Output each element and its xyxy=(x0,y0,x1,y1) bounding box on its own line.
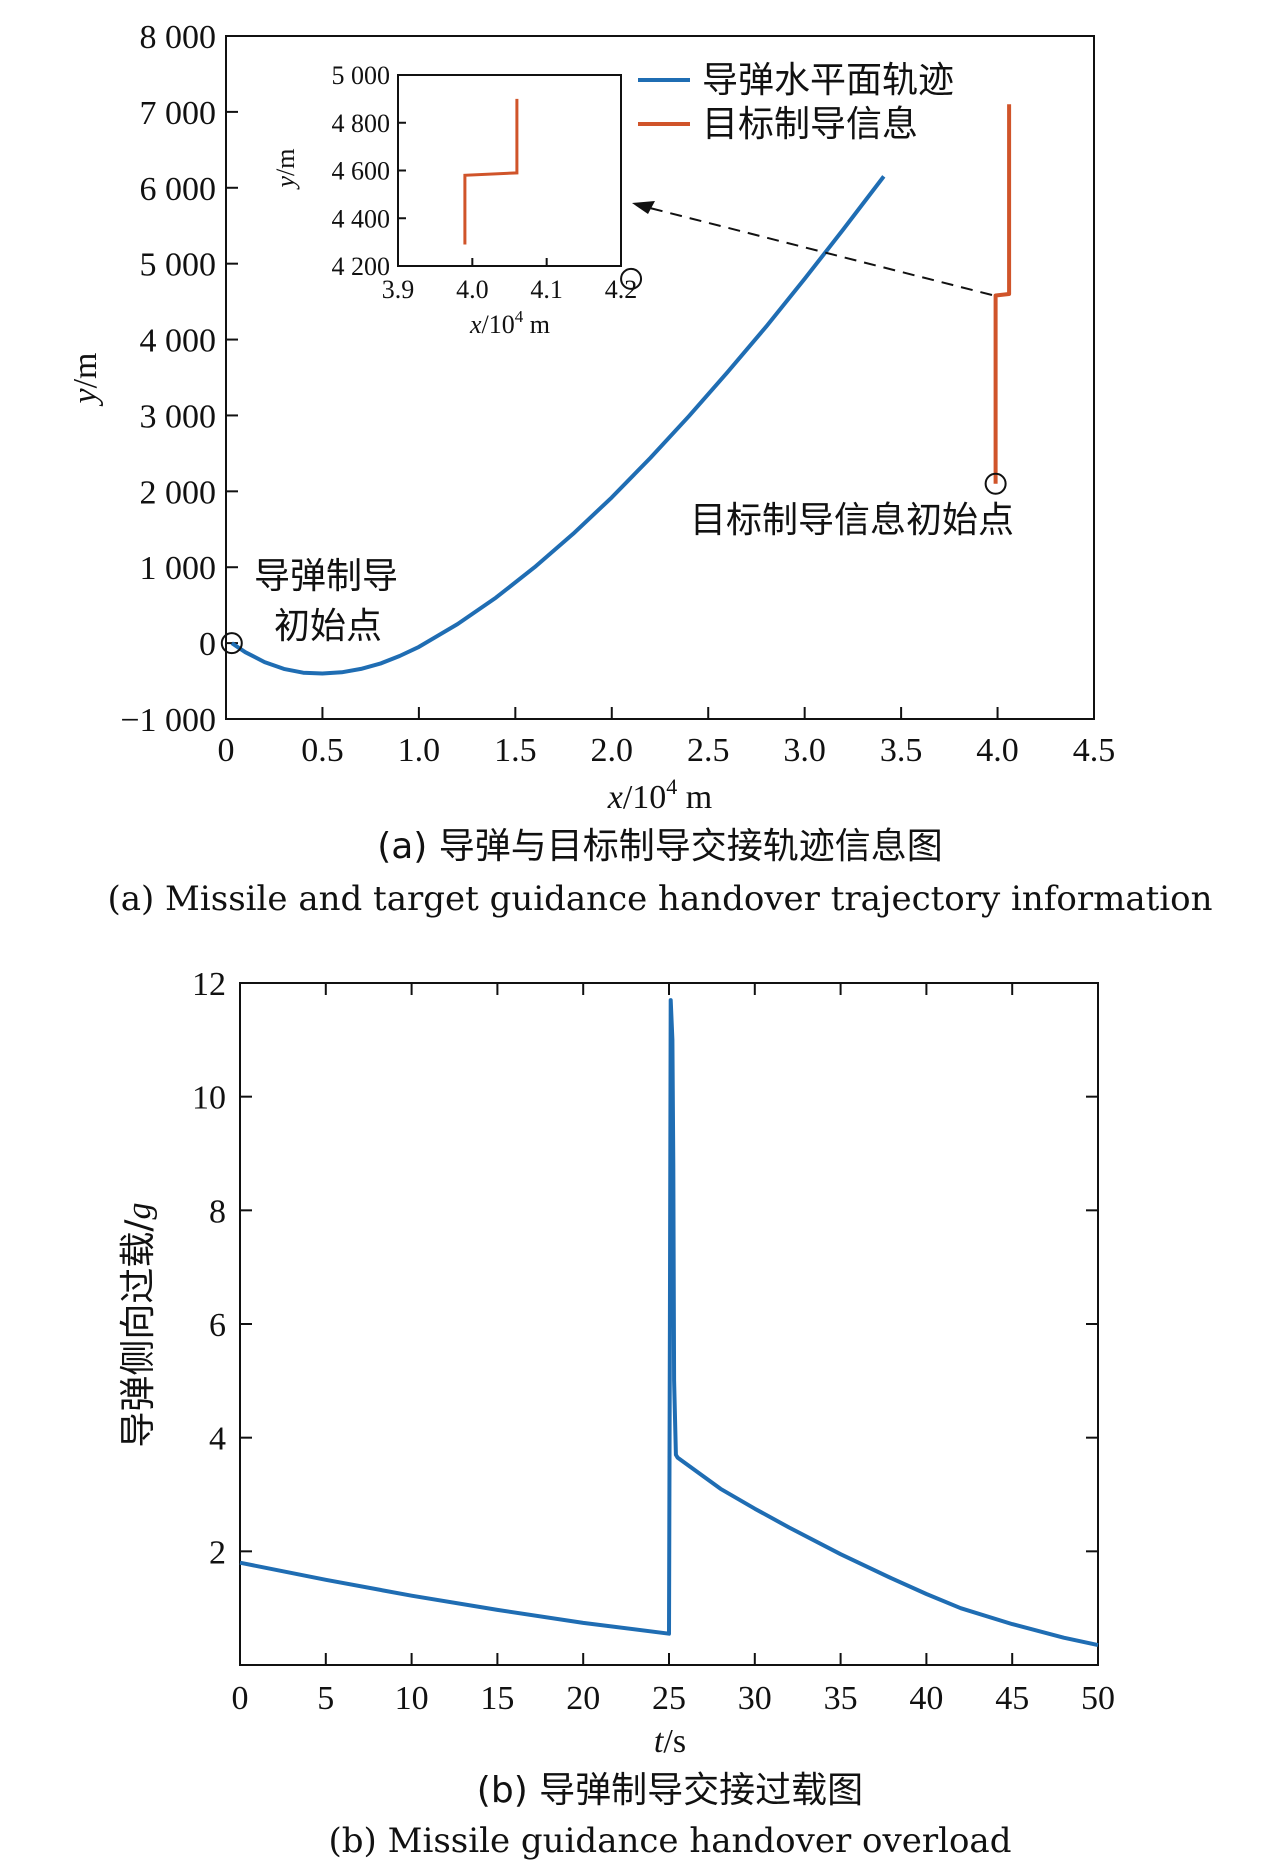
chart-b-y-label: 导弹侧向过载/g xyxy=(118,1202,159,1447)
zoom-connector-line xyxy=(641,205,993,296)
inset-zoom: 3.9 4.0 4.1 4.2 4 200 4 400 4 600 4 800 5 000 x… xyxy=(271,61,637,339)
x-tick-label: 25 xyxy=(652,1680,686,1717)
x-tick-label: 2.5 xyxy=(687,732,730,769)
x-tick-label: 0.5 xyxy=(301,732,344,769)
chart-a-series-layer xyxy=(230,104,1012,676)
x-tick-label: 1.0 xyxy=(398,732,441,769)
chart-b-y-axis: 2 4 6 8 10 12 xyxy=(192,966,1098,1571)
zoom-connector-arrowhead xyxy=(632,201,655,214)
marker-circle xyxy=(620,267,643,290)
y-tick-label: 7 000 xyxy=(140,95,217,132)
annotation-missile-start-line1: 导弹制导 xyxy=(254,556,398,597)
chart-a-x-axis: 0 0.5 1.0 1.5 2.0 2.5 3.0 3.5 4.0 4.5 xyxy=(218,707,1116,769)
inset-y-tick-label: 4 800 xyxy=(332,109,391,138)
inset-x-tick-label: 4.0 xyxy=(456,275,489,304)
chart-b-series-layer xyxy=(239,998,1099,1648)
chart-b-x-label: t/s xyxy=(654,1723,686,1760)
x-tick-label: 15 xyxy=(480,1680,514,1717)
y-tick-label: 2 xyxy=(209,1534,226,1571)
annotation-missile-start-line2: 初始点 xyxy=(274,606,382,647)
x-tick-label: 20 xyxy=(566,1680,600,1717)
legend-label-target: 目标制导信息 xyxy=(702,104,918,145)
x-tick-label: 4.5 xyxy=(1073,732,1116,769)
inset-frame xyxy=(397,74,622,267)
inset-x-tick-label: 3.9 xyxy=(382,275,415,304)
x-tick-label: 40 xyxy=(909,1680,943,1717)
inset-x-label: x/104 m xyxy=(469,307,550,339)
y-tick-label: 1 000 xyxy=(140,550,217,587)
y-tick-label: 6 000 xyxy=(140,171,217,208)
inset-y-label: y/m xyxy=(271,149,300,191)
x-tick-label: 50 xyxy=(1081,1680,1115,1717)
chart-a-markers xyxy=(220,267,1007,655)
x-tick-label: 5 xyxy=(317,1680,334,1717)
annotation-target-start: 目标制导信息初始点 xyxy=(690,500,1014,541)
x-tick-label: 3.0 xyxy=(783,732,826,769)
chart-a-legend: 导弹水平面轨迹 目标制导信息 xyxy=(638,60,954,145)
y-tick-label: 2 000 xyxy=(140,474,217,511)
y-tick-label: 0 xyxy=(199,626,216,663)
x-tick-label: 4.0 xyxy=(976,732,1019,769)
marker-circle xyxy=(984,472,1007,495)
x-tick-label: 30 xyxy=(738,1680,772,1717)
inset-y-axis: 4 200 4 400 4 600 4 800 5 000 xyxy=(332,61,406,281)
y-tick-label: −1 000 xyxy=(120,702,216,739)
chart-a-caption-cn: (a) 导弹与目标制导交接轨迹信息图 xyxy=(377,826,943,867)
inset-y-tick-label: 4 400 xyxy=(332,204,391,233)
x-tick-label: 3.5 xyxy=(880,732,923,769)
inset-x-axis: 3.9 4.0 4.1 4.2 xyxy=(382,258,638,304)
chart-b: 0 5 10 15 20 25 30 35 40 45 50 2 4 6 8 10 12 t/s 导弹侧向过载… xyxy=(118,966,1115,1861)
y-tick-label: 4 xyxy=(209,1421,226,1458)
inset-y-tick-label: 4 200 xyxy=(332,252,391,281)
legend-label-missile: 导弹水平面轨迹 xyxy=(702,60,954,101)
series-missile-trajectory xyxy=(230,175,886,676)
inset-y-tick-label: 5 000 xyxy=(332,61,391,90)
chart-a-caption-en: (a) Missile and target guidance handover… xyxy=(107,879,1212,919)
series-target-guidance xyxy=(993,104,1012,484)
chart-a-x-label: x/104 m xyxy=(607,774,713,816)
inset-y-tick-label: 4 600 xyxy=(332,157,391,186)
series-lateral-overload xyxy=(239,998,1099,1648)
y-tick-label: 6 xyxy=(209,1307,226,1344)
inset-series-target xyxy=(463,98,519,245)
x-tick-label: 10 xyxy=(395,1680,429,1717)
y-tick-label: 5 000 xyxy=(140,247,217,284)
inset-x-tick-label: 4.1 xyxy=(530,275,563,304)
x-tick-label: 1.5 xyxy=(494,732,537,769)
chart-a-plot-frame xyxy=(225,35,1095,720)
inset-x-tick-label: 4.2 xyxy=(605,275,638,304)
x-tick-label: 35 xyxy=(824,1680,858,1717)
y-tick-label: 4 000 xyxy=(140,323,217,360)
x-tick-label: 0 xyxy=(218,732,235,769)
chart-b-x-axis: 0 5 10 15 20 25 30 35 40 45 50 xyxy=(232,983,1115,1717)
inset-series-layer xyxy=(463,98,519,245)
chart-b-caption-cn: (b) 导弹制导交接过载图 xyxy=(477,1770,863,1811)
chart-b-caption-en: (b) Missile guidance handover overload xyxy=(329,1821,1012,1861)
y-tick-label: 8 xyxy=(209,1193,226,1230)
chart-a-y-axis: −1 000 0 1 000 2 000 3 000 4 000 5 000 6 000 7 0… xyxy=(120,19,238,739)
x-tick-label: 45 xyxy=(995,1680,1029,1717)
y-tick-label: 3 000 xyxy=(140,398,217,435)
y-tick-label: 8 000 xyxy=(140,19,217,56)
chart-a-y-label: y/m xyxy=(67,353,104,407)
x-tick-label: 0 xyxy=(232,1680,249,1717)
y-tick-label: 12 xyxy=(192,966,226,1003)
y-tick-label: 10 xyxy=(192,1080,226,1117)
marker-circle xyxy=(220,632,243,655)
x-tick-label: 2.0 xyxy=(591,732,634,769)
